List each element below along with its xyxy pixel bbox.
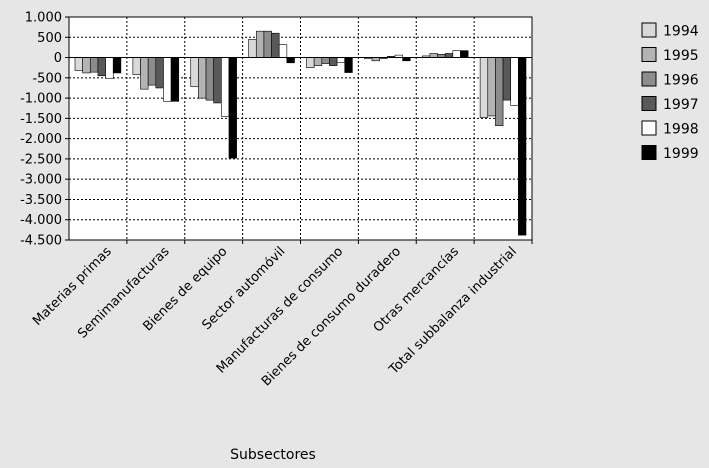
bar-1995-2: [198, 57, 207, 99]
bar-1998-7: [510, 57, 519, 106]
y-tick-label: -1.500: [20, 112, 62, 127]
bar-1995-3: [255, 30, 265, 58]
bar-1994-0: [74, 57, 83, 71]
bar-1996-3: [263, 30, 272, 58]
bar-1997-4: [329, 57, 338, 66]
bar-1998-4: [336, 57, 346, 63]
bar-1997-6: [444, 53, 454, 58]
x-tick-label: Total subbalanza industrial: [386, 244, 520, 378]
bar-1995-4: [313, 57, 323, 66]
y-tick-label: -4.000: [20, 213, 62, 228]
bar-1995-1: [140, 57, 149, 90]
y-tick-label: -3.000: [20, 173, 62, 188]
y-tick-label: -500: [32, 71, 62, 86]
bar-1994-4: [306, 57, 315, 68]
y-tick-label: -4.500: [20, 234, 62, 249]
legend-swatch-1999: [641, 145, 657, 160]
bar-1994-2: [190, 57, 199, 88]
bar-1999-4: [344, 57, 353, 73]
bar-1999-2: [228, 57, 237, 159]
legend-swatch-1994: [641, 22, 657, 38]
bar-1997-2: [213, 57, 222, 104]
bar-1998-0: [105, 57, 114, 79]
bar-1998-2: [221, 57, 230, 117]
bar-1998-1: [163, 57, 172, 102]
legend-swatch-1998: [641, 120, 657, 136]
bar-1998-3: [278, 44, 288, 58]
bar-1998-6: [452, 50, 461, 58]
y-tick-label: -2.500: [20, 152, 62, 167]
legend-swatch-1997: [641, 96, 657, 111]
bar-1996-0: [89, 57, 99, 73]
y-tick-label: 500: [37, 31, 62, 46]
bar-1995-7: [487, 57, 496, 117]
bar-1999-1: [170, 57, 180, 102]
legend-label-1996: 1996: [663, 73, 699, 89]
x-axis-title: Subsectores: [230, 447, 316, 463]
bar-1999-6: [460, 50, 469, 58]
y-tick-label: -2.000: [20, 132, 62, 147]
bar-1994-3: [248, 38, 257, 58]
legend-swatch-1996: [641, 71, 657, 87]
bar-1999-0: [112, 57, 122, 74]
bar-1994-7: [479, 57, 489, 118]
bar-1997-3: [271, 32, 280, 58]
legend-swatch-1995: [641, 47, 657, 62]
y-tick-label: 1.000: [25, 11, 62, 26]
legend-label-1994: 1994: [663, 24, 699, 40]
legend-label-1997: 1997: [663, 97, 699, 113]
y-tick-label: -1.000: [20, 92, 62, 107]
y-tick-label: -3.500: [20, 193, 62, 208]
bar-1996-7: [495, 57, 504, 126]
bar-1996-1: [147, 57, 157, 86]
bar-1997-7: [502, 57, 512, 101]
legend: 1994 1995 1996 1997 1998 1999: [641, 22, 699, 162]
legend-label-1995: 1995: [663, 48, 699, 64]
bar-1997-0: [97, 57, 106, 77]
axes: [65, 16, 533, 244]
bar-1994-1: [132, 57, 141, 75]
bar-1999-3: [286, 57, 295, 64]
bar-1995-0: [82, 57, 91, 74]
bar-1997-1: [155, 57, 164, 89]
legend-label-1999: 1999: [663, 146, 699, 162]
bars: [74, 30, 527, 236]
bar-1995-6: [429, 53, 438, 58]
bar-1996-2: [205, 57, 214, 101]
bar-1996-4: [321, 57, 330, 64]
legend-label-1998: 1998: [663, 122, 699, 138]
y-tick-label: 0: [54, 51, 62, 66]
y-axis-tick-labels: 1.000 500 0 -500 -1.000 -1.500 -2.000 -2.500 -3.…: [20, 11, 62, 249]
bar-1999-7: [518, 57, 527, 236]
